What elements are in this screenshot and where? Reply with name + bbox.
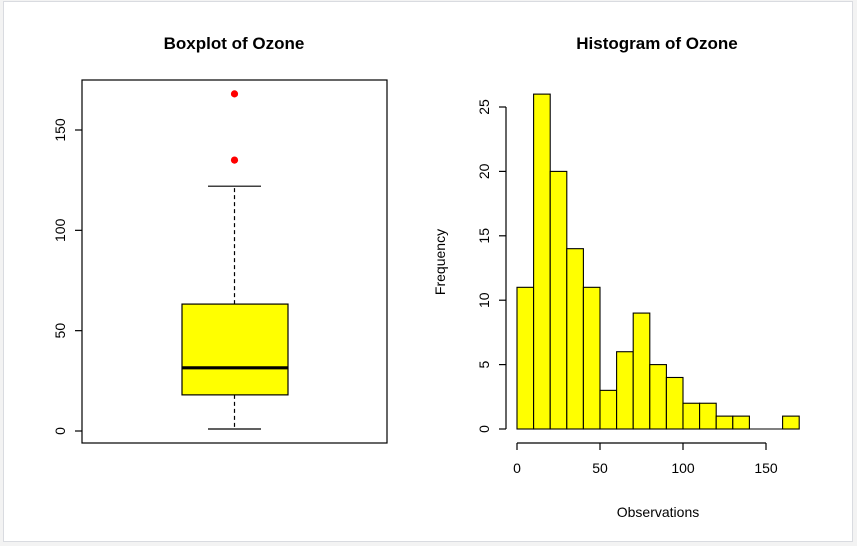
histogram-bar: [782, 415, 800, 430]
histogram-y-label: Frequency: [432, 229, 448, 295]
histogram-y-axis: 0 5 10 15 20 25: [476, 99, 507, 433]
histogram-bar: [616, 351, 634, 430]
y-tick-label: 15: [476, 228, 492, 244]
y-tick-label: 5: [476, 360, 492, 368]
histogram-bar: [665, 376, 684, 430]
outlier-point: [230, 90, 239, 98]
histogram-x-axis: 0 50 100 150: [513, 442, 778, 476]
histogram-bar: [699, 402, 717, 430]
boxplot-title: Boxplot of Ozone: [164, 34, 305, 53]
histogram-bar: [533, 93, 551, 430]
iqr-box: [181, 303, 289, 396]
y-tick-label: 150: [52, 118, 68, 142]
histogram-bar: [632, 312, 651, 430]
outlier-point: [230, 156, 239, 164]
histogram-bar: [715, 415, 734, 430]
x-tick-label: 100: [671, 460, 695, 476]
y-tick-label: 0: [476, 425, 492, 433]
boxplot-frame: [81, 79, 388, 444]
boxplot-y-axis: 0 50 100 150: [52, 118, 82, 435]
plot-panel: [3, 1, 853, 542]
histogram-title: Histogram of Ozone: [576, 34, 738, 53]
histogram-bar: [599, 389, 618, 430]
histogram-bar: [516, 286, 535, 430]
histogram-bars: [516, 93, 800, 430]
histogram-bar: [549, 170, 568, 430]
histogram-bar: [582, 286, 601, 430]
histogram-bar: [682, 402, 701, 430]
y-tick-label: 10: [476, 292, 492, 308]
histogram-x-label: Observations: [617, 504, 699, 520]
boxplot: Boxplot of Ozone 0 50 100 150: [52, 34, 388, 444]
y-tick-label: 0: [52, 427, 68, 435]
y-tick-label: 100: [52, 218, 68, 242]
y-tick-label: 25: [476, 99, 492, 115]
x-tick-label: 150: [754, 460, 778, 476]
histogram-bar: [566, 248, 584, 430]
y-tick-label: 20: [476, 163, 492, 179]
histogram-bar: [732, 415, 750, 430]
x-tick-label: 0: [513, 460, 521, 476]
x-tick-label: 50: [592, 460, 608, 476]
y-tick-label: 50: [52, 323, 68, 339]
boxplot-body: [181, 90, 289, 430]
histogram-bar: [649, 364, 667, 430]
